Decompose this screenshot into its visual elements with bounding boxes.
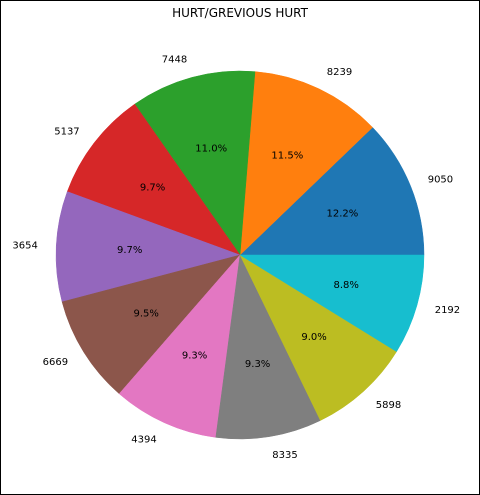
pie-slice-2192	[239, 254, 425, 352]
pie-slice-5137	[66, 103, 241, 256]
pie-slice-7448	[134, 70, 256, 256]
slice-label: 7448	[162, 55, 187, 66]
slice-label: 8335	[272, 450, 297, 461]
slice-label: 2192	[435, 305, 460, 316]
slice-label: 3654	[12, 240, 37, 251]
slice-label: 9050	[428, 174, 453, 185]
pie-slice-9050	[239, 127, 425, 256]
pie-slice-3654	[55, 191, 241, 303]
pie-slice-8239	[239, 71, 373, 256]
pie-slice-8335	[215, 254, 321, 440]
pie-slice-4394	[118, 254, 241, 438]
slice-label: 5137	[54, 126, 79, 137]
slice-percent-label: 11.5%	[271, 150, 303, 161]
slice-percent-label: 9.7%	[117, 245, 142, 256]
slice-label: 4394	[131, 434, 156, 445]
chart-title: HURT/GREVIOUS HURT	[172, 6, 308, 20]
slice-percent-label: 8.8%	[334, 280, 359, 291]
pie-slice-5898	[239, 254, 397, 421]
slice-percent-label: 9.7%	[140, 183, 165, 194]
slice-label: 8239	[327, 67, 352, 78]
slice-percent-label: 12.2%	[326, 209, 358, 220]
slice-percent-label: 11.0%	[195, 143, 227, 154]
slice-percent-label: 9.3%	[182, 351, 207, 362]
pie-slice-6669	[61, 254, 241, 395]
slice-percent-label: 9.0%	[301, 332, 326, 343]
slice-label: 6669	[43, 357, 68, 368]
slice-percent-label: 9.5%	[134, 308, 159, 319]
slice-label: 5898	[376, 400, 401, 411]
slice-percent-label: 9.3%	[245, 359, 270, 370]
